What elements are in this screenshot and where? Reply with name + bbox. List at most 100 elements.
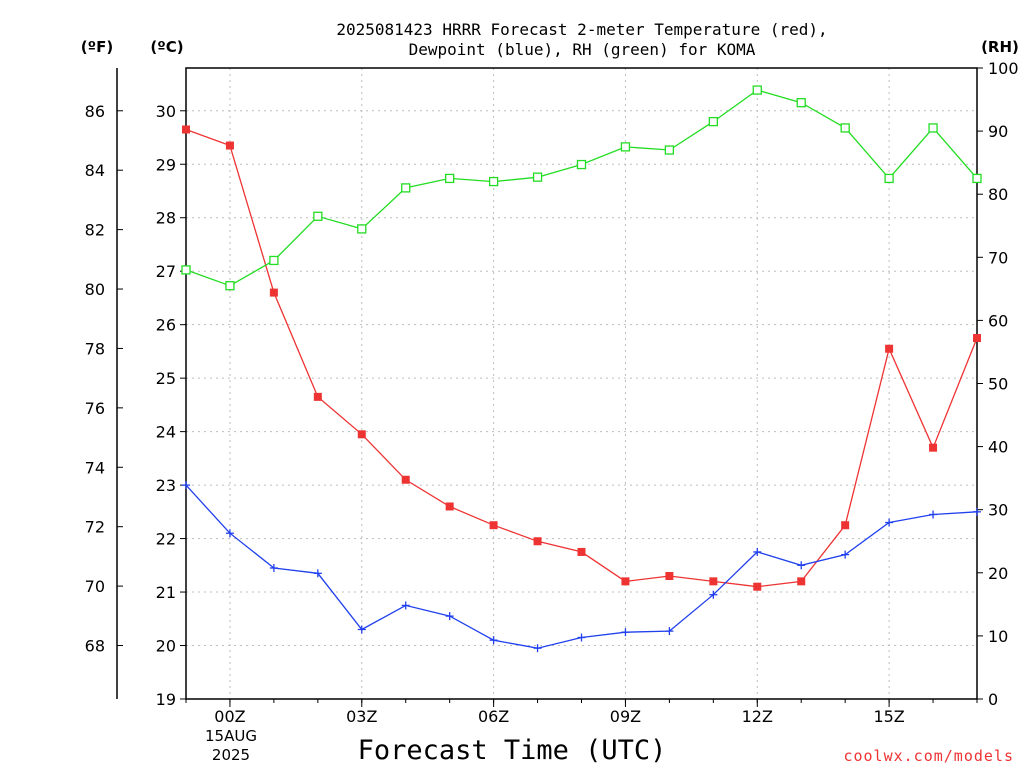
x-axis-label: Forecast Time (UTC) — [358, 735, 667, 766]
x-tick-label: 15Z — [873, 707, 904, 726]
temperature-point — [401, 475, 410, 484]
temperature-point — [313, 392, 322, 401]
rh-point — [840, 123, 850, 133]
temperature-point — [797, 577, 806, 586]
dewpoint-point — [665, 627, 674, 636]
rh-unit-label: (RH) — [981, 38, 1019, 56]
rh-tick-label: 30 — [988, 501, 1008, 520]
rh-point — [225, 281, 235, 291]
dewpoint-point — [533, 644, 542, 653]
rh-point — [708, 116, 718, 127]
rh-tick-label: 10 — [988, 627, 1008, 646]
dewpoint-point — [885, 518, 894, 527]
dewpoint-point — [577, 633, 586, 642]
dewpoint-point — [445, 612, 454, 621]
celsius-tick-label: 30 — [156, 102, 176, 121]
dewpoint-point — [797, 561, 806, 570]
fahrenheit-tick-label: 72 — [85, 518, 105, 537]
x-tick-label: 09Z — [610, 707, 641, 726]
temperature-point — [269, 288, 278, 297]
rh-tick-label: 50 — [988, 375, 1008, 394]
chart-title-line-1: 2025081423 HRRR Forecast 2-meter Tempera… — [336, 20, 827, 39]
celsius-tick-label: 27 — [156, 262, 176, 281]
celsius-tick-label: 26 — [156, 316, 176, 335]
rh-point — [972, 173, 982, 184]
fahrenheit-tick-label: 80 — [85, 280, 105, 299]
x-tick-label: 00Z — [214, 707, 245, 726]
date-label-day: 15AUG — [205, 727, 257, 745]
temperature-point — [621, 577, 630, 586]
rh-point — [664, 145, 675, 155]
rh-point — [532, 172, 543, 182]
watermark: coolwx.com/models — [843, 747, 1014, 765]
temperature-point — [973, 334, 981, 343]
rh-point — [620, 142, 631, 152]
rh-tick-label: 60 — [988, 311, 1008, 330]
celsius-tick-label: 19 — [156, 690, 176, 709]
rh-point — [576, 159, 587, 170]
temperature-point — [357, 430, 366, 439]
dewpoint-point — [621, 628, 630, 637]
temperature-point — [929, 443, 938, 452]
dewpoint-point — [313, 569, 322, 578]
rh-tick-label: 70 — [988, 248, 1008, 267]
temperature-point — [665, 572, 674, 581]
rh-point — [401, 183, 411, 193]
rh-tick-label: 90 — [988, 122, 1008, 141]
dewpoint-point — [269, 563, 278, 572]
temperature-line — [185, 128, 978, 588]
rh-tick-label: 20 — [988, 564, 1008, 583]
rh-tick-label: 80 — [988, 185, 1008, 204]
temperature-point — [753, 582, 762, 591]
celsius-tick-label: 29 — [156, 155, 176, 174]
rh-point — [796, 98, 806, 108]
temperature-point — [182, 125, 190, 134]
celsius-tick-label: 22 — [156, 530, 176, 549]
dewpoint-point — [929, 510, 938, 519]
date-label-year: 2025 — [212, 746, 250, 764]
celsius-tick-label: 20 — [156, 637, 176, 656]
dewpoint-line — [185, 484, 978, 649]
fahrenheit-tick-label: 68 — [85, 637, 105, 656]
rh-tick-label: 0 — [988, 690, 998, 709]
celsius-tick-label: 21 — [156, 583, 176, 602]
fahrenheit-tick-label: 84 — [85, 161, 105, 180]
temperature-point — [885, 344, 894, 353]
rh-point — [269, 255, 279, 266]
temperature-point — [445, 502, 454, 511]
series-layer — [181, 85, 982, 653]
fahrenheit-tick-label: 76 — [85, 399, 105, 418]
rh-point — [357, 224, 367, 234]
fahrenheit-tick-label: 86 — [85, 102, 105, 121]
rh-point — [445, 173, 455, 184]
rh-line — [185, 89, 978, 287]
dewpoint-point — [973, 507, 981, 516]
rh-point — [884, 173, 894, 184]
dewpoint-point — [489, 636, 498, 645]
dewpoint-point — [401, 601, 410, 610]
dewpoint-point — [841, 550, 850, 559]
fahrenheit-tick-label: 70 — [85, 577, 105, 596]
axes: 19 20 21 22 23 24 25 26 27 28 29 30 68 70 72 74 76 78 80 82… — [85, 59, 1019, 726]
fahrenheit-unit-label: (ºF) — [81, 38, 113, 56]
celsius-unit-label: (ºC) — [150, 38, 183, 56]
x-tick-label: 12Z — [742, 707, 773, 726]
temperature-point — [841, 521, 850, 530]
temperature-point — [489, 521, 498, 530]
dewpoint-point — [709, 590, 718, 599]
x-tick-label: 03Z — [346, 707, 377, 726]
temperature-point — [533, 537, 542, 546]
celsius-tick-label: 28 — [156, 209, 176, 228]
dewpoint-point — [225, 529, 234, 538]
celsius-tick-label: 25 — [156, 369, 176, 388]
rh-point — [928, 123, 938, 133]
x-tick-label: 06Z — [478, 707, 509, 726]
rh-point — [313, 211, 323, 221]
temperature-point — [225, 141, 234, 150]
fahrenheit-tick-label: 78 — [85, 339, 105, 358]
rh-point — [752, 85, 762, 95]
rh-point — [488, 176, 499, 187]
rh-tick-label: 40 — [988, 438, 1008, 457]
fahrenheit-tick-label: 82 — [85, 221, 105, 240]
